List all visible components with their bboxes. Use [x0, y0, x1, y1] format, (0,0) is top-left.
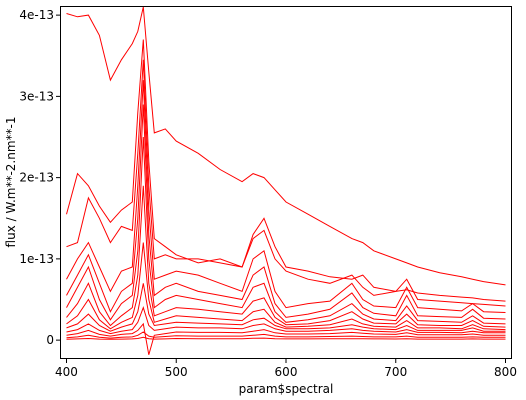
- series-line-7: [66, 185, 506, 328]
- y-tick-label-2: 1e-13: [19, 252, 54, 266]
- y-axis-title: flux / W.m**-2.nm**-1: [4, 117, 18, 248]
- series-line-4: [66, 80, 506, 313]
- x-tick-label-4: 700: [384, 365, 407, 379]
- series-line-8: [66, 242, 506, 331]
- y-tick-label-5: 4e-13: [19, 8, 54, 22]
- series-line-9: [66, 283, 506, 332]
- series-line-1: [66, 6, 506, 286]
- series-line-3: [66, 59, 506, 307]
- x-tick-label-2: 500: [165, 365, 188, 379]
- series-layer: [66, 6, 506, 355]
- y-tick-label-1: 0: [46, 333, 54, 347]
- plot-frame: [60, 6, 512, 359]
- series-line-5: [66, 104, 506, 320]
- x-tick-label-5: 800: [494, 365, 517, 379]
- series-line-6: [66, 136, 506, 325]
- series-line-13: [66, 336, 506, 340]
- y-tick-label-4: 3e-13: [19, 89, 54, 103]
- x-axis-ticks: 400 500 600 700 800: [55, 358, 517, 379]
- x-axis-title: param$spectral: [239, 382, 334, 396]
- x-tick-label-3: 600: [275, 365, 298, 379]
- y-axis-ticks: 0 1e-13 2e-13 3e-13 4e-13: [19, 8, 61, 347]
- series-line-11: [66, 322, 506, 355]
- x-tick-label-1: 400: [55, 365, 78, 379]
- series-line-10: [66, 306, 506, 335]
- y-tick-label-3: 2e-13: [19, 171, 54, 185]
- series-line-12: [66, 331, 506, 339]
